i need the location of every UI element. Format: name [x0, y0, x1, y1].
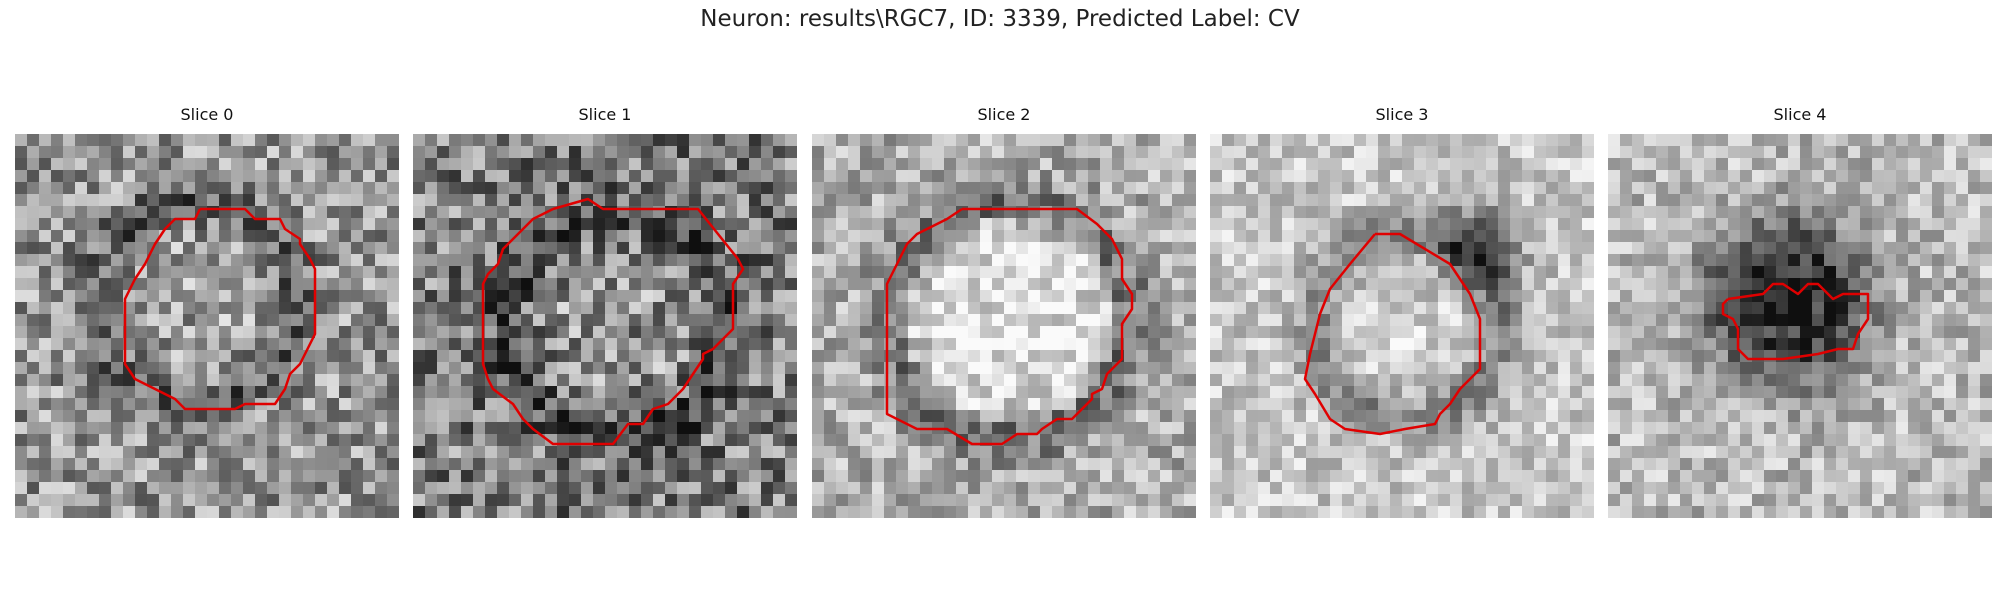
segmentation-contour [885, 207, 1134, 446]
slice-title: Slice 0 [180, 105, 234, 124]
slice-title: Slice 1 [578, 105, 632, 124]
slice-image [1608, 134, 1992, 518]
slice-image [413, 134, 797, 518]
grayscale-pixels [1210, 134, 1594, 518]
grayscale-pixels [15, 134, 399, 518]
slice-title: Slice 3 [1375, 105, 1429, 124]
grayscale-pixels [413, 134, 797, 518]
segmentation-contour [123, 207, 317, 411]
slice-image [1210, 134, 1594, 518]
segmentation-contour [481, 197, 745, 446]
segmentation-contour [1303, 232, 1482, 436]
slice-title: Slice 4 [1773, 105, 1827, 124]
slice-image [15, 134, 399, 518]
slice-title: Slice 2 [977, 105, 1031, 124]
segmentation-contour [1721, 282, 1870, 361]
slice-image [812, 134, 1196, 518]
grayscale-pixels [812, 134, 1196, 518]
figure-title: Neuron: results\RGC7, ID: 3339, Predicte… [700, 6, 1300, 32]
grayscale-pixels [1608, 134, 1992, 518]
